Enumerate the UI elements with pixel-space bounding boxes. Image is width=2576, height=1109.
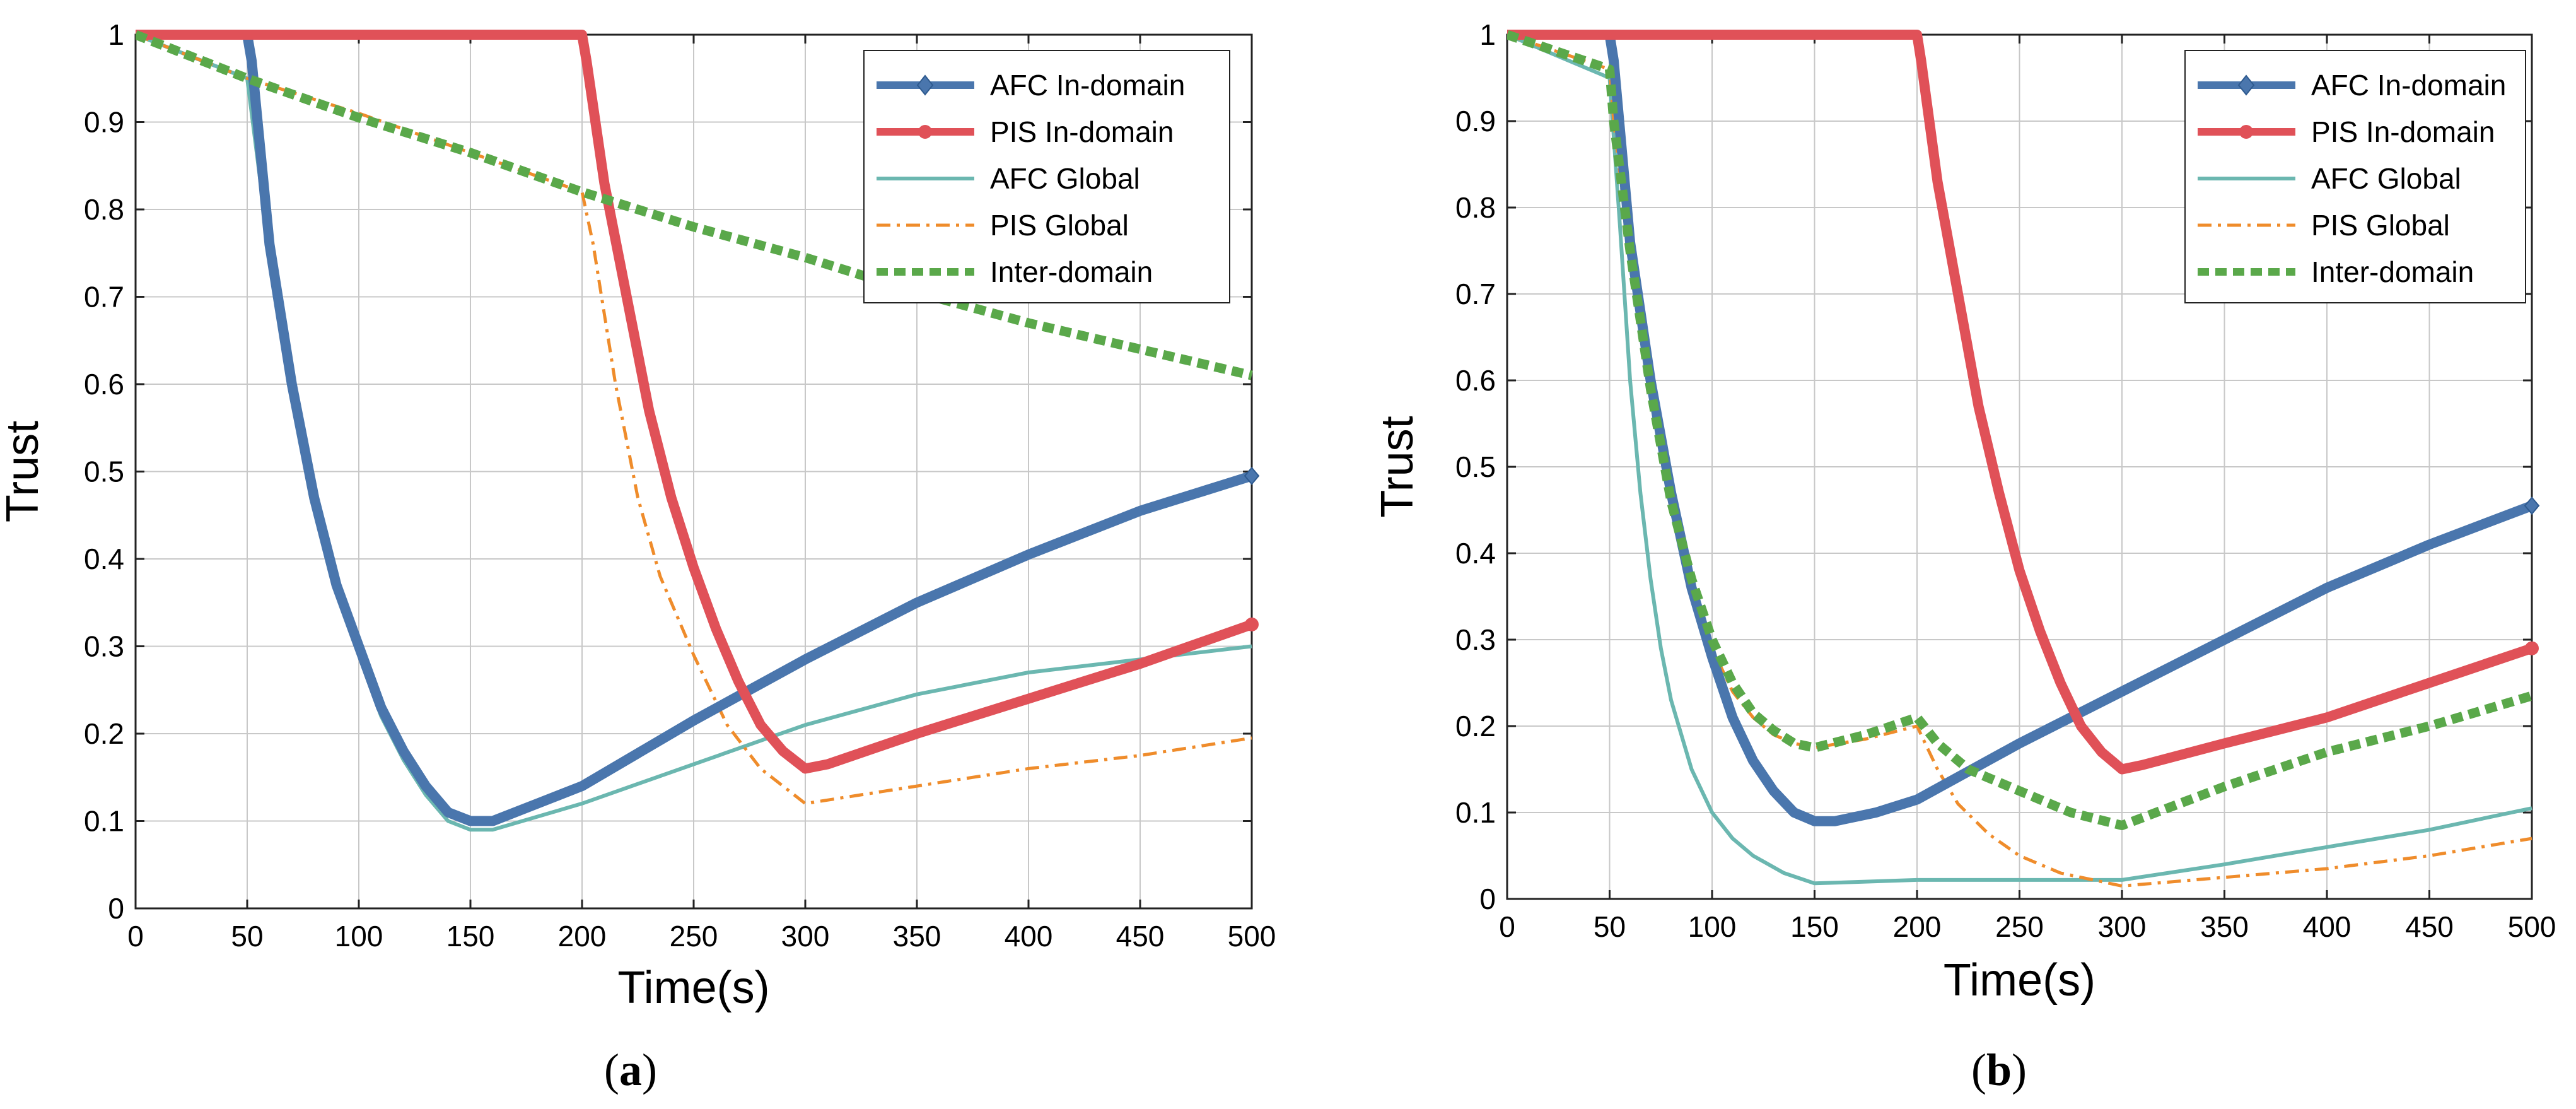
y-tick-label: 0.3: [84, 630, 124, 663]
series-line-afc-global: [1507, 33, 2532, 886]
x-tick-label: 50: [1594, 910, 1626, 943]
y-tick-label: 0.9: [84, 106, 124, 139]
caption-a: (a): [604, 1045, 657, 1095]
caption-b: (b): [1971, 1045, 2027, 1095]
series-end-marker: [2524, 496, 2540, 515]
y-tick-label: 1: [1479, 18, 1496, 51]
series-line-pis-in-domain: [136, 30, 1254, 774]
y-axis-label: Trust: [1372, 416, 1423, 517]
x-tick-label: 350: [2200, 910, 2249, 943]
y-tick-label: 0.4: [1455, 537, 1496, 570]
y-tick-label: 0.1: [84, 805, 124, 838]
x-tick-label: 400: [2303, 910, 2352, 943]
x-tick-label: 450: [1116, 920, 1165, 953]
x-tick-label: 250: [1995, 910, 2044, 943]
x-axis-label: Time(s): [617, 963, 769, 1013]
x-tick-label: 350: [893, 920, 941, 953]
y-tick-label: 0.3: [1455, 623, 1496, 656]
legend-label: Inter-domain: [990, 255, 1153, 288]
legend-label: PIS In-domain: [990, 115, 1174, 148]
y-tick-label: 0.4: [84, 543, 124, 575]
y-tick-label: 0.7: [84, 281, 124, 314]
legend: AFC In-domain PIS In-domain AFC Global PIS …: [2184, 50, 2526, 303]
y-tick-label: 0: [1479, 883, 1496, 915]
legend-label: AFC Global: [990, 162, 1140, 195]
y-tick-label: 1: [108, 18, 124, 51]
x-tick-label: 200: [558, 920, 607, 953]
legend-label: PIS Global: [990, 209, 1129, 242]
x-tick-label: 150: [1790, 910, 1839, 943]
series-end-marker: [2525, 641, 2539, 655]
x-tick-label: 100: [335, 920, 383, 953]
legend-label: PIS Global: [2311, 209, 2450, 242]
legend-marker: [916, 74, 934, 96]
legend-label: AFC Global: [2311, 162, 2461, 195]
x-tick-label: 500: [1228, 920, 1276, 953]
chart-panel-a: 0 50 100 150 200 250 300 350 400 450 500 0 0.1 0.2 0.3…: [0, 18, 1276, 1013]
x-tick-label: 300: [781, 920, 830, 953]
legend-label: AFC In-domain: [990, 69, 1185, 102]
x-tick-label: 0: [127, 920, 144, 953]
y-tick-label: 0.5: [1455, 450, 1496, 483]
series-line-inter-domain: [136, 30, 1253, 380]
x-tick-label: 400: [1005, 920, 1053, 953]
x-tick-label: 300: [2098, 910, 2147, 943]
series-end-marker: [1245, 617, 1259, 631]
y-tick-label: 0: [108, 892, 124, 925]
legend-label: PIS In-domain: [2311, 115, 2495, 148]
x-tick-label: 100: [1688, 910, 1737, 943]
legend: AFC In-domain PIS In-domain AFC Global PIS …: [863, 50, 1230, 303]
y-tick-label: 0.6: [1455, 364, 1496, 397]
x-tick-label: 450: [2405, 910, 2454, 943]
y-tick-label: 0.8: [1455, 191, 1496, 224]
series-line-pis-global: [136, 33, 1252, 806]
y-tick-label: 0.9: [1455, 105, 1496, 138]
legend-label: AFC In-domain: [2311, 69, 2506, 102]
x-tick-label: 150: [446, 920, 495, 953]
series-line-afc-in-domain: [136, 30, 1254, 826]
y-tick-label: 0.2: [1455, 710, 1496, 742]
x-tick-label: 500: [2508, 910, 2556, 943]
legend-marker: [918, 125, 932, 139]
x-tick-label: 50: [231, 920, 263, 953]
series-line-inter-domain: [1507, 30, 2534, 830]
chart-panel-b: 0 50 100 150 200 250 300 350 400 450 500 0 0.1 0.2 0.3…: [1372, 18, 2556, 1006]
x-tick-label: 0: [1499, 910, 1515, 943]
y-tick-label: 0.5: [84, 455, 124, 488]
y-tick-label: 0.6: [84, 368, 124, 401]
y-tick-label: 0.8: [84, 193, 124, 226]
series-line-pis-in-domain: [1507, 30, 2534, 775]
x-tick-label: 200: [1893, 910, 1942, 943]
series-end-marker: [1244, 466, 1260, 485]
y-axis-label: Trust: [0, 421, 48, 522]
y-tick-label: 0.2: [84, 717, 124, 750]
series-line-afc-in-domain: [1507, 30, 2534, 826]
y-tick-label: 0.1: [1455, 796, 1496, 829]
legend-label: Inter-domain: [2311, 255, 2474, 288]
y-tick-label: 0.7: [1455, 278, 1496, 310]
legend-marker: [2237, 74, 2255, 96]
x-tick-label: 250: [670, 920, 718, 953]
x-axis-label: Time(s): [1944, 955, 2095, 1006]
legend-marker: [2239, 125, 2253, 139]
